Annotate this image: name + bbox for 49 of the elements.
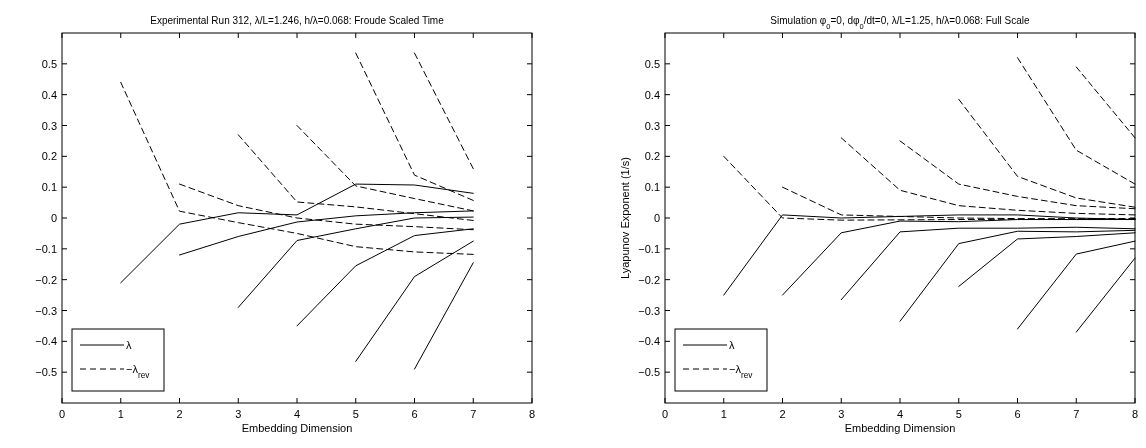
- y-tick-label: −0.4: [35, 335, 57, 348]
- x-axis-title: Embedding Dimension: [241, 422, 353, 434]
- y-tick-label: −0.1: [638, 242, 660, 255]
- y-axis-title: Lyapunov Exponent (1/s): [619, 157, 631, 279]
- x-tick-label: 3: [235, 408, 242, 420]
- x-tick-label: 3: [838, 408, 845, 420]
- x-tick-label: 1: [117, 408, 124, 420]
- legend-label: λ: [126, 339, 132, 351]
- y-tick-label: 0.4: [644, 88, 660, 101]
- x-tick-label: 7: [1073, 408, 1080, 420]
- y-tick-label: −0.4: [638, 335, 660, 348]
- x-tick-label: 2: [176, 408, 183, 420]
- y-tick-label: 0.2: [644, 150, 660, 163]
- x-tick-label: 8: [528, 408, 536, 420]
- legend-label: λ: [729, 339, 735, 351]
- x-tick-label: 6: [1014, 408, 1021, 420]
- x-tick-label: 6: [411, 408, 418, 420]
- y-tick-label: −0.5: [35, 366, 57, 379]
- y-tick-label: 0.5: [41, 57, 57, 70]
- x-axis-title: Embedding Dimension: [844, 422, 956, 434]
- x-tick-label: 4: [896, 408, 904, 420]
- y-tick-label: −0.5: [638, 366, 660, 379]
- y-tick-label: −0.1: [35, 242, 57, 255]
- legend-label: −λ$_{rev}$: [126, 363, 151, 380]
- y-tick-label: −0.2: [35, 273, 57, 286]
- y-tick-label: 0.1: [41, 181, 57, 194]
- x-tick-label: 1: [720, 408, 727, 420]
- x-tick-label: 2: [779, 408, 786, 420]
- y-tick-label: 0: [50, 212, 57, 224]
- x-tick-label: 5: [955, 408, 962, 420]
- x-tick-label: 7: [470, 408, 477, 420]
- chart-title: Experimental Run 312, λ/L=1.246, h/λ=0.068: Froude Scaled Time: [150, 15, 445, 26]
- x-tick-label: 0: [58, 408, 66, 420]
- y-tick-label: 0.3: [644, 119, 660, 132]
- y-tick-label: 0.5: [644, 57, 660, 70]
- y-tick-label: 0.4: [41, 88, 57, 101]
- x-tick-label: 8: [1131, 408, 1139, 420]
- y-tick-label: −0.3: [35, 304, 57, 317]
- y-tick-label: 0.1: [644, 181, 660, 194]
- y-tick-label: −0.2: [638, 273, 660, 286]
- y-tick-label: −0.3: [638, 304, 660, 317]
- y-tick-label: 0.3: [41, 119, 57, 132]
- legend-label: −λ$_{rev}$: [729, 363, 754, 380]
- x-tick-label: 0: [661, 408, 669, 420]
- x-tick-label: 5: [352, 408, 359, 420]
- y-tick-label: 0: [653, 212, 660, 224]
- chart-title: Simulation φ$_{0}$=0, dφ$_{0}$/dt=0, λ/L=1.25, h/λ=0.068: Full Scale: [770, 15, 1031, 31]
- y-tick-label: 0.2: [41, 150, 57, 163]
- x-tick-label: 4: [293, 408, 301, 420]
